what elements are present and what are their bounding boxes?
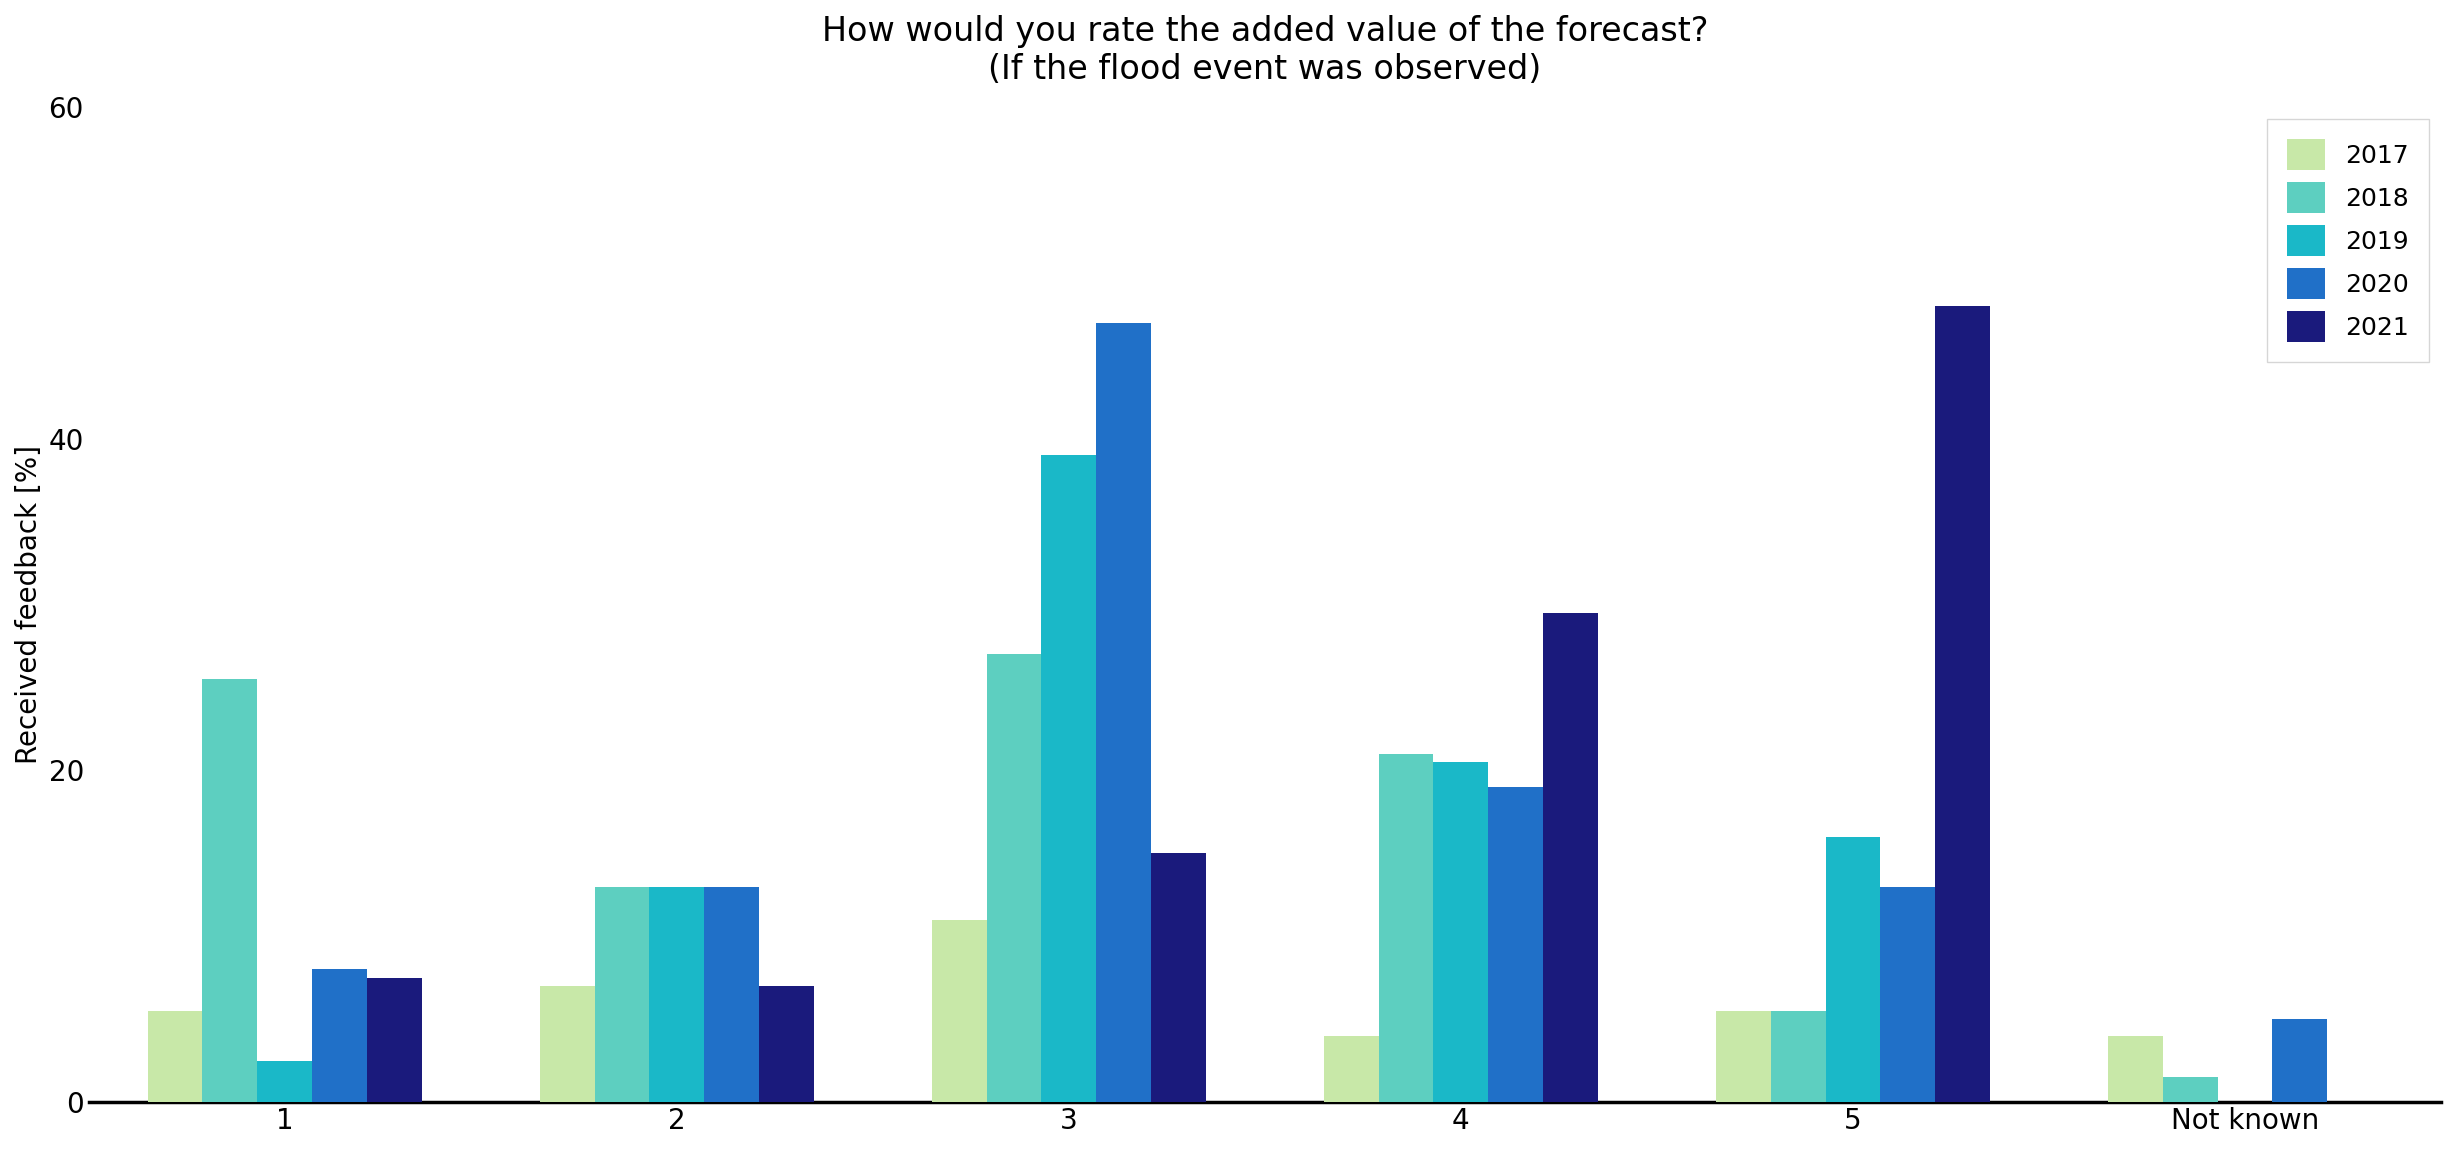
Bar [1881,887,1935,1102]
Bar [1935,306,1989,1102]
Bar [987,654,1041,1102]
Bar [258,1060,312,1102]
Bar [931,920,987,1102]
Bar [705,887,759,1102]
Bar [147,1011,201,1102]
Bar [1717,1011,1771,1102]
Bar [1542,613,1599,1102]
Bar [1488,787,1542,1102]
Bar [312,969,366,1102]
Bar [594,887,648,1102]
Bar [1378,754,1434,1102]
Bar [366,978,422,1102]
Bar [648,887,705,1102]
Title: How would you rate the added value of the forecast?
(If the flood event was obse: How would you rate the added value of th… [823,15,1707,86]
Bar [1095,323,1152,1102]
Bar [2272,1019,2328,1102]
Bar [1324,1036,1378,1102]
Bar [2107,1036,2164,1102]
Bar [759,986,813,1102]
Bar [1825,837,1881,1102]
Bar [2164,1078,2218,1102]
Bar [1771,1011,1825,1102]
Bar [201,680,258,1102]
Bar [1434,762,1488,1102]
Bar [540,986,594,1102]
Legend: 2017, 2018, 2019, 2020, 2021: 2017, 2018, 2019, 2020, 2021 [2267,120,2429,362]
Bar [1152,853,1206,1102]
Y-axis label: Received feedback [%]: Received feedback [%] [15,445,44,764]
Bar [1041,455,1095,1102]
